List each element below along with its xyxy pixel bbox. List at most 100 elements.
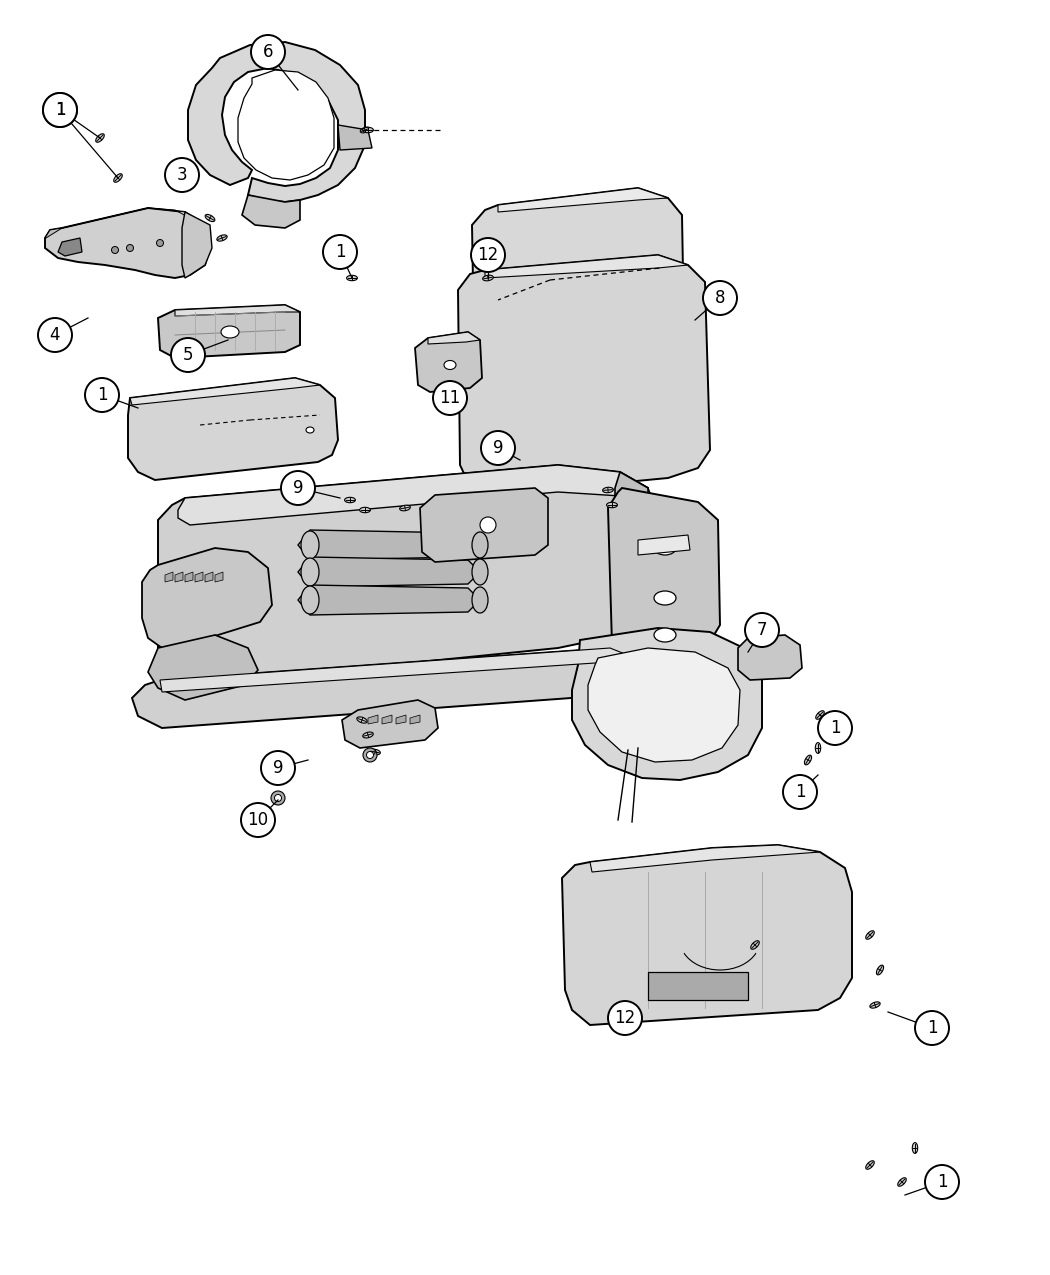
Circle shape (481, 431, 514, 465)
Ellipse shape (824, 725, 833, 734)
Ellipse shape (654, 541, 676, 555)
Text: 6: 6 (262, 43, 273, 61)
Circle shape (915, 1011, 949, 1046)
Polygon shape (160, 648, 635, 692)
Polygon shape (158, 465, 650, 685)
Circle shape (242, 803, 275, 836)
Polygon shape (485, 255, 688, 278)
Polygon shape (472, 187, 685, 425)
Polygon shape (298, 530, 480, 560)
Circle shape (38, 317, 72, 352)
Circle shape (323, 235, 357, 269)
Text: 1: 1 (97, 386, 107, 404)
Ellipse shape (346, 275, 357, 280)
Ellipse shape (898, 1178, 906, 1186)
Ellipse shape (472, 558, 488, 585)
Polygon shape (562, 845, 852, 1025)
Polygon shape (238, 70, 334, 180)
Ellipse shape (804, 755, 812, 765)
Polygon shape (130, 377, 320, 405)
Polygon shape (165, 572, 173, 581)
Ellipse shape (301, 530, 319, 558)
Polygon shape (420, 488, 548, 562)
Ellipse shape (816, 710, 824, 719)
Text: 1: 1 (335, 244, 345, 261)
Text: 7: 7 (757, 621, 768, 639)
Text: 1: 1 (927, 1019, 938, 1037)
Ellipse shape (444, 361, 456, 370)
Circle shape (85, 377, 119, 412)
Polygon shape (185, 572, 193, 581)
Text: 9: 9 (492, 439, 503, 456)
Polygon shape (410, 715, 420, 724)
Ellipse shape (607, 502, 617, 507)
Polygon shape (45, 208, 210, 278)
Ellipse shape (866, 931, 875, 940)
Polygon shape (615, 472, 650, 638)
Circle shape (608, 1001, 642, 1035)
Circle shape (433, 381, 467, 414)
Polygon shape (590, 845, 820, 872)
Circle shape (471, 238, 505, 272)
Polygon shape (175, 305, 300, 316)
Polygon shape (128, 377, 338, 479)
Ellipse shape (366, 751, 374, 759)
Polygon shape (242, 195, 300, 228)
Circle shape (43, 93, 77, 128)
Ellipse shape (654, 629, 676, 643)
Circle shape (480, 516, 496, 533)
Ellipse shape (877, 965, 883, 975)
Polygon shape (572, 629, 762, 780)
Ellipse shape (472, 532, 488, 558)
Ellipse shape (654, 592, 676, 606)
Polygon shape (182, 212, 212, 278)
Polygon shape (175, 572, 183, 581)
Ellipse shape (912, 1142, 918, 1154)
Polygon shape (638, 536, 690, 555)
Text: 1: 1 (795, 783, 805, 801)
Ellipse shape (301, 558, 319, 587)
Ellipse shape (306, 427, 314, 434)
Text: 11: 11 (439, 389, 461, 407)
Text: 9: 9 (273, 759, 284, 776)
Text: 9: 9 (293, 479, 303, 497)
Circle shape (111, 246, 119, 254)
Polygon shape (738, 635, 802, 680)
Polygon shape (382, 715, 392, 724)
Polygon shape (588, 648, 740, 762)
Polygon shape (195, 572, 203, 581)
Circle shape (746, 613, 779, 646)
Ellipse shape (301, 586, 319, 615)
Ellipse shape (751, 941, 759, 950)
Circle shape (783, 775, 817, 810)
Circle shape (171, 338, 205, 372)
Ellipse shape (363, 748, 377, 762)
Polygon shape (298, 585, 480, 615)
Polygon shape (338, 125, 372, 150)
Ellipse shape (113, 173, 122, 182)
Text: 12: 12 (614, 1009, 635, 1026)
Polygon shape (415, 332, 482, 391)
Text: 4: 4 (49, 326, 60, 344)
Ellipse shape (815, 742, 821, 754)
Ellipse shape (483, 275, 493, 280)
Ellipse shape (400, 505, 411, 511)
Ellipse shape (357, 717, 367, 723)
Ellipse shape (220, 326, 239, 338)
Ellipse shape (217, 235, 227, 241)
Polygon shape (498, 187, 668, 212)
Ellipse shape (205, 214, 215, 222)
Circle shape (43, 93, 77, 128)
Circle shape (251, 34, 285, 69)
Bar (648, 972, 748, 1000)
Ellipse shape (274, 794, 281, 802)
Polygon shape (458, 255, 710, 495)
Circle shape (165, 158, 200, 193)
Ellipse shape (359, 507, 371, 513)
Polygon shape (608, 488, 720, 658)
Ellipse shape (472, 586, 488, 613)
Text: 5: 5 (183, 346, 193, 363)
Polygon shape (132, 648, 635, 728)
Circle shape (704, 280, 737, 315)
Text: 8: 8 (715, 289, 726, 307)
